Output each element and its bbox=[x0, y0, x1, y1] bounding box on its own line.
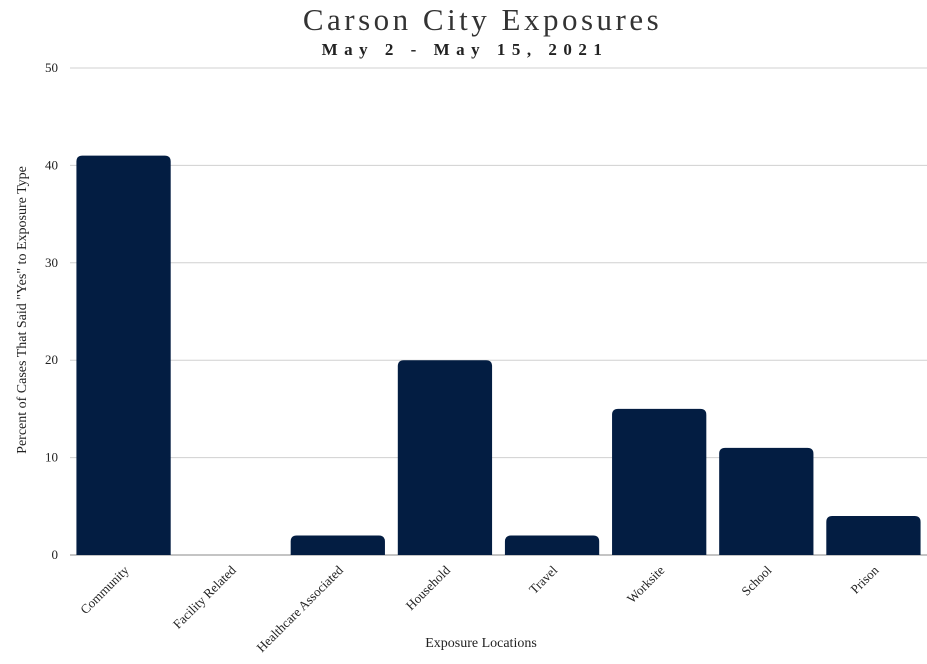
chart-subtitle: May 2 - May 15, 2021 bbox=[321, 40, 609, 59]
y-tick-label: 10 bbox=[45, 450, 58, 465]
bar-travel bbox=[504, 535, 600, 555]
y-tick-label: 0 bbox=[52, 547, 59, 562]
bar-healthcare-associated bbox=[290, 535, 385, 555]
x-tick-label: Facility Related bbox=[170, 562, 239, 631]
bar-worksite bbox=[612, 408, 707, 555]
y-tick-label: 50 bbox=[45, 60, 58, 75]
bar-household bbox=[397, 360, 493, 555]
y-tick-label: 20 bbox=[45, 352, 58, 367]
y-tick-label: 40 bbox=[45, 157, 58, 172]
bar-prison bbox=[826, 516, 921, 555]
y-tick-labels: 0 10 20 30 40 50 bbox=[45, 60, 58, 562]
x-tick-label: School bbox=[738, 562, 774, 598]
x-tick-label: Worksite bbox=[624, 562, 668, 606]
x-axis-label: Exposure Locations bbox=[425, 636, 537, 651]
x-tick-label: Household bbox=[403, 562, 454, 613]
x-tick-label: Travel bbox=[526, 562, 561, 597]
y-tick-label: 30 bbox=[45, 255, 58, 270]
y-axis-label: Percent of Cases That Said "Yes" to Expo… bbox=[15, 166, 30, 454]
chart-title: Carson City Exposures bbox=[302, 2, 663, 37]
x-tick-label: Prison bbox=[847, 562, 881, 596]
x-tick-label: Community bbox=[77, 562, 132, 617]
x-tick-label: Healthcare Associated bbox=[253, 562, 346, 655]
bar-community bbox=[76, 155, 171, 555]
bars bbox=[76, 155, 921, 555]
bar-school bbox=[719, 447, 814, 555]
